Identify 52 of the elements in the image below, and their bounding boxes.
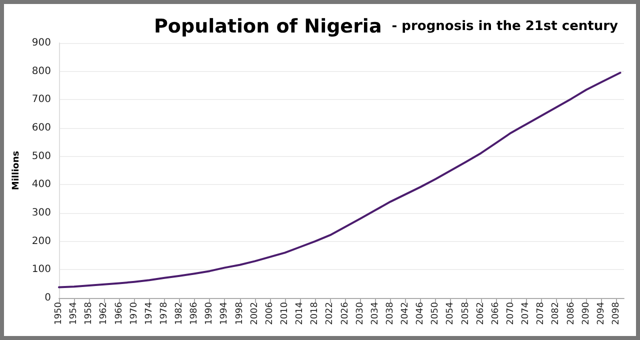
y-tick-label: 100 (32, 264, 51, 276)
x-tick-label: 1998 (234, 302, 245, 325)
x-tick-label: 2006 (264, 302, 275, 325)
y-tick-label: 700 (32, 94, 51, 106)
x-tick-label: 2050 (430, 302, 441, 325)
x-tick-label: 2030 (355, 302, 366, 325)
x-tick-label: 2094 (596, 302, 606, 325)
x-tick-label: 1994 (220, 302, 230, 325)
x-tick-label: 2002 (250, 302, 260, 325)
x-tick-label: 1958 (84, 302, 94, 325)
x-tick-label: 1986 (190, 302, 200, 325)
x-tick-label: 2038 (385, 302, 396, 325)
x-tick-label: 2058 (460, 302, 471, 325)
x-tick-label: 1978 (159, 302, 170, 325)
x-tick-label: 1990 (204, 302, 215, 325)
y-tick-label: 800 (32, 66, 51, 77)
x-tick-label: 2022 (325, 302, 336, 325)
x-tick-label: 2042 (400, 302, 411, 325)
x-tick-label: 2082 (551, 302, 562, 325)
x-tick-label: 1950 (54, 302, 64, 325)
x-tick-label: 2098 (611, 302, 622, 325)
x-tick-label: 1962 (99, 302, 110, 325)
x-tick-label: 2010 (280, 302, 290, 325)
x-tick-label: 2046 (416, 302, 426, 325)
x-tick-label: 2062 (476, 302, 486, 325)
line-series (58, 72, 622, 288)
x-tick-label: 1982 (174, 302, 185, 325)
x-tick-label: 2034 (370, 302, 380, 325)
x-tick-label: 2014 (295, 302, 306, 325)
x-tick-label: 2090 (581, 302, 592, 325)
x-tick-label: 1974 (144, 302, 154, 325)
y-tick-label: 600 (32, 122, 51, 134)
x-tick-label: 1966 (114, 302, 124, 325)
y-tick-label: 900 (32, 38, 51, 48)
x-tick-label: 2078 (536, 302, 546, 325)
x-tick-label: 2026 (340, 302, 350, 325)
x-tick-label: 2054 (446, 302, 456, 325)
x-tick-label: 2018 (310, 302, 320, 325)
x-tick-label: 2070 (506, 302, 516, 325)
chart-subtitle: - prognosis in the 21st century (392, 19, 619, 34)
y-tick-label: 0 (44, 292, 51, 304)
y-axis-title: Millions (12, 150, 22, 190)
x-tick-label: 1954 (69, 302, 80, 325)
y-tick-label: 200 (32, 236, 51, 247)
y-tick-label: 500 (32, 150, 51, 162)
x-tick-label: 1970 (129, 302, 140, 325)
x-tick-label: 2066 (490, 302, 501, 325)
x-tick-label: 2074 (521, 302, 532, 325)
x-tick-label: 2086 (566, 302, 576, 325)
y-tick-label: 400 (32, 179, 51, 190)
y-tick-label: 300 (32, 208, 51, 218)
chart-title: Population of Nigeria (154, 16, 382, 38)
